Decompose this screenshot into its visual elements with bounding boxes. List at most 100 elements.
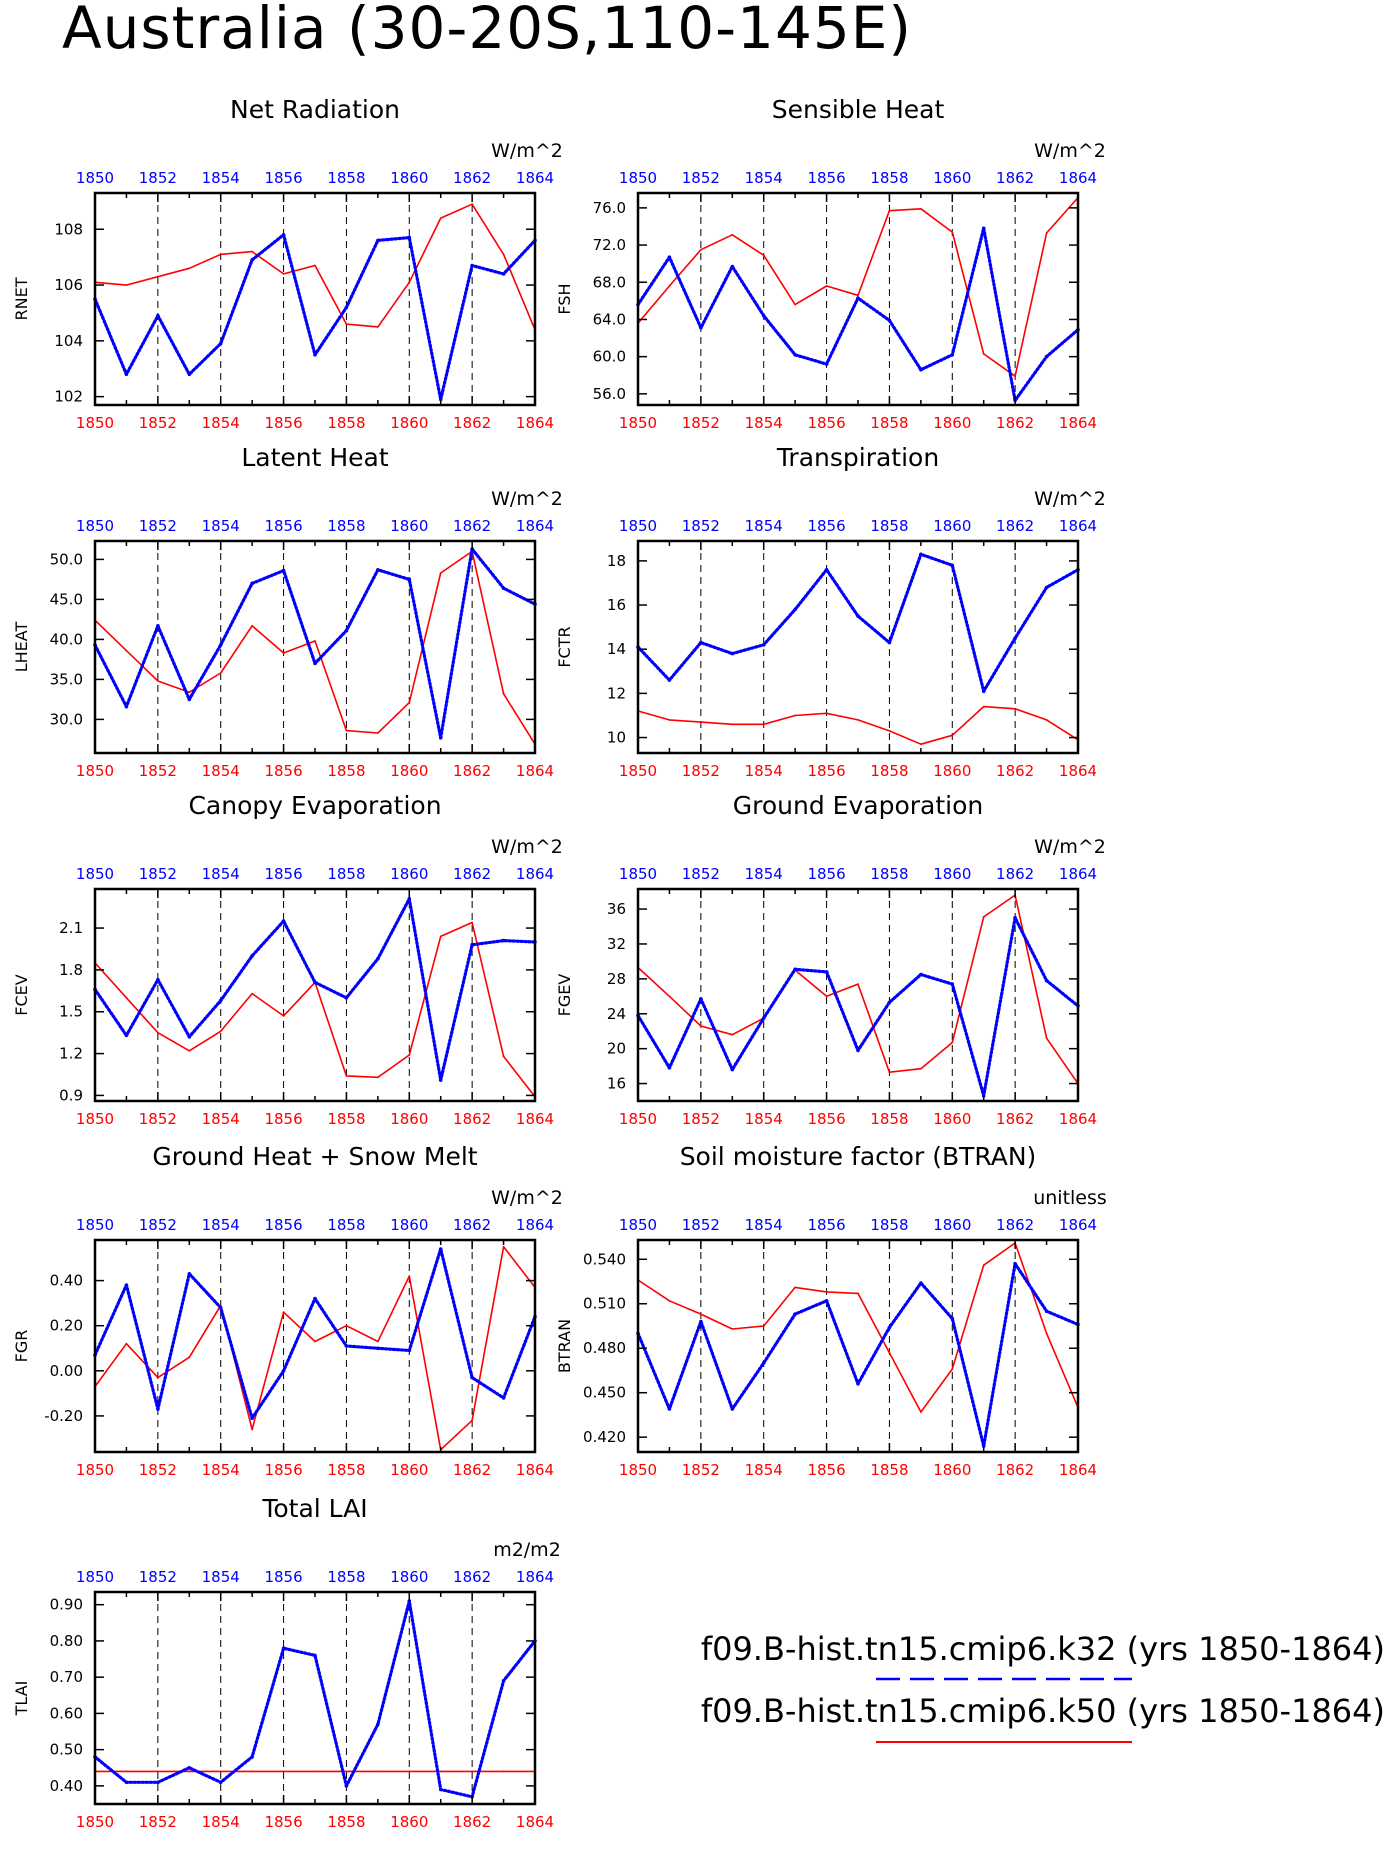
point-k32-1863	[1044, 1309, 1049, 1313]
point-k50-1863	[502, 1770, 505, 1773]
point-k32-1857	[856, 1382, 860, 1386]
point-k32-1862	[1013, 636, 1017, 640]
x-tick-label-top-1856: 1856	[264, 1216, 302, 1234]
x-tick-label-bottom-1864: 1864	[516, 1813, 554, 1831]
y-tick-label-3: 68.0	[593, 273, 626, 291]
x-tick-label-top-1856: 1856	[264, 865, 302, 883]
series-line-k50	[637, 894, 1079, 1085]
x-tick-label-bottom-1854: 1854	[745, 1461, 783, 1479]
point-k50-1857	[314, 640, 316, 642]
point-k32-1858	[887, 1325, 892, 1330]
x-tick-label-top-1858: 1858	[870, 169, 908, 187]
point-k32-1858	[344, 1784, 349, 1788]
x-tick-label-top-1856: 1856	[264, 1568, 302, 1586]
x-tick-label-bottom-1860: 1860	[390, 1110, 428, 1128]
point-k32-1859	[919, 367, 923, 372]
x-tick-label-top-1850: 1850	[619, 1216, 657, 1234]
x-tick-label-top-1864: 1864	[516, 517, 554, 535]
point-k32-1853	[730, 1067, 735, 1072]
point-k32-1860	[950, 1316, 955, 1321]
y-tick-label-4: 72.0	[593, 236, 626, 254]
y-axis-label: FGEV	[555, 974, 574, 1017]
x-tick-label-bottom-1850: 1850	[76, 1110, 114, 1128]
point-k32-1858	[344, 628, 349, 633]
y-axis-label: TLAI	[12, 1681, 31, 1717]
panels-group: Net Radiation W/m^2 RNET 1850 1850 1852 1852 18…	[12, 95, 1107, 1831]
point-k32-1857	[313, 1653, 317, 1658]
point-k32-1863	[1044, 585, 1049, 590]
x-tick-label-bottom-1862: 1862	[453, 1110, 491, 1128]
point-k32-1863	[501, 938, 506, 943]
point-k50-1851	[125, 1770, 128, 1773]
y-tick-label-2: 64.0	[593, 310, 626, 328]
y-tick-label-0: 16	[607, 1075, 626, 1093]
x-tick-label-bottom-1862: 1862	[996, 762, 1034, 780]
point-k50-1861	[982, 1264, 985, 1267]
point-k32-1853	[730, 651, 735, 656]
point-k50-1863	[502, 1055, 505, 1058]
y-tick-label-3: 16	[607, 596, 626, 614]
point-k32-1861	[981, 226, 986, 231]
point-k32-1862	[1013, 916, 1017, 920]
y-tick-label-1: 60.0	[593, 348, 626, 366]
x-tick-label-bottom-1852: 1852	[139, 1461, 177, 1479]
x-tick-label-top-1864: 1864	[1059, 517, 1097, 535]
point-k32-1859	[919, 972, 923, 977]
y-tick-label-0: 0.40	[50, 1777, 83, 1795]
point-k32-1861	[438, 1247, 443, 1251]
x-tick-label-top-1858: 1858	[870, 1216, 908, 1234]
point-k50-1862	[471, 1419, 473, 1422]
point-k32-1852	[156, 313, 160, 318]
point-k32-1855	[250, 258, 254, 262]
y-tick-label-0: -0.20	[44, 1407, 83, 1425]
x-tick-label-top-1860: 1860	[390, 1216, 428, 1234]
point-k32-1855	[793, 1312, 797, 1316]
point-k32-1855	[793, 353, 797, 357]
chart-title: Soil moisture factor (BTRAN)	[680, 1142, 1037, 1171]
legend: f09.B-hist.tn15.cmip6.k32 (yrs 1850-1864…	[701, 1630, 1385, 1743]
y-tick-label-4: 32	[607, 935, 626, 953]
x-tick-label-bottom-1852: 1852	[139, 414, 177, 432]
y-axis-label: FSH	[555, 283, 574, 314]
x-tick-label-bottom-1852: 1852	[682, 1110, 720, 1128]
x-tick-label-bottom-1850: 1850	[619, 1461, 657, 1479]
point-k32-1863	[501, 272, 506, 276]
point-k32-1854	[761, 1361, 766, 1365]
x-tick-label-bottom-1858: 1858	[327, 1461, 365, 1479]
point-k50-1858	[888, 209, 891, 212]
x-tick-label-bottom-1852: 1852	[682, 1461, 720, 1479]
point-k32-1858	[344, 305, 349, 310]
chart-units: m2/m2	[493, 1539, 561, 1561]
x-tick-label-bottom-1858: 1858	[327, 1110, 365, 1128]
x-tick-label-bottom-1852: 1852	[139, 762, 177, 780]
y-tick-label-4: 0.80	[50, 1632, 83, 1650]
point-k32-1857	[313, 1296, 317, 1301]
point-k50-1852	[157, 275, 159, 278]
point-k50-1853	[188, 1049, 191, 1052]
point-k32-1852	[156, 1780, 160, 1785]
y-tick-label-1: 0.450	[583, 1384, 626, 1402]
chart-panel-6: Ground Heat + Snow Melt W/m^2 FGR 1850 1850 1…	[12, 1142, 563, 1479]
x-tick-label-top-1852: 1852	[682, 865, 720, 883]
point-k32-1855	[250, 581, 254, 586]
series-line-k32	[93, 1599, 537, 1799]
chart-units: W/m^2	[491, 836, 563, 858]
point-k32-1851	[667, 678, 672, 682]
point-k50-1860	[408, 1054, 411, 1056]
series-line-k50	[94, 550, 536, 745]
point-k50-1861	[439, 935, 442, 938]
x-tick-label-bottom-1860: 1860	[390, 1813, 428, 1831]
x-tick-label-top-1854: 1854	[202, 865, 240, 883]
plot-frame	[93, 887, 537, 1103]
plot-frame	[636, 887, 1080, 1103]
x-tick-label-top-1856: 1856	[264, 169, 302, 187]
point-k50-1857	[857, 719, 859, 721]
x-tick-label-top-1864: 1864	[1059, 169, 1097, 187]
y-axis-label: FCEV	[12, 974, 31, 1015]
point-k50-1857	[314, 1340, 316, 1343]
point-k50-1853	[731, 1033, 734, 1036]
point-k32-1862	[470, 1375, 474, 1380]
point-k50-1858	[888, 1351, 891, 1354]
point-k50-1858	[888, 1071, 891, 1074]
point-k50-1852	[700, 248, 702, 251]
